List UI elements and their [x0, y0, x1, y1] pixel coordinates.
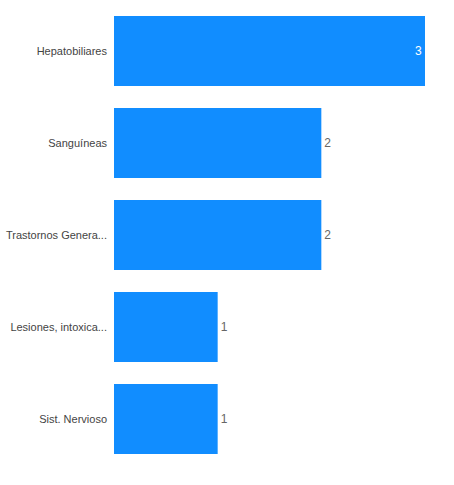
svg-text:1: 1	[221, 412, 228, 426]
svg-text:Hepatobiliares: Hepatobiliares	[37, 45, 108, 57]
svg-text:3: 3	[415, 44, 422, 58]
svg-text:2: 2	[324, 228, 331, 242]
svg-text:Trastornos Genera...: Trastornos Genera...	[6, 229, 107, 241]
svg-text:Lesiones, intoxica...: Lesiones, intoxica...	[10, 321, 107, 333]
svg-text:Sist. Nervioso: Sist. Nervioso	[39, 413, 107, 425]
svg-text:Sanguíneas: Sanguíneas	[48, 137, 107, 149]
svg-text:1: 1	[221, 320, 228, 334]
svg-text:2: 2	[324, 136, 331, 150]
